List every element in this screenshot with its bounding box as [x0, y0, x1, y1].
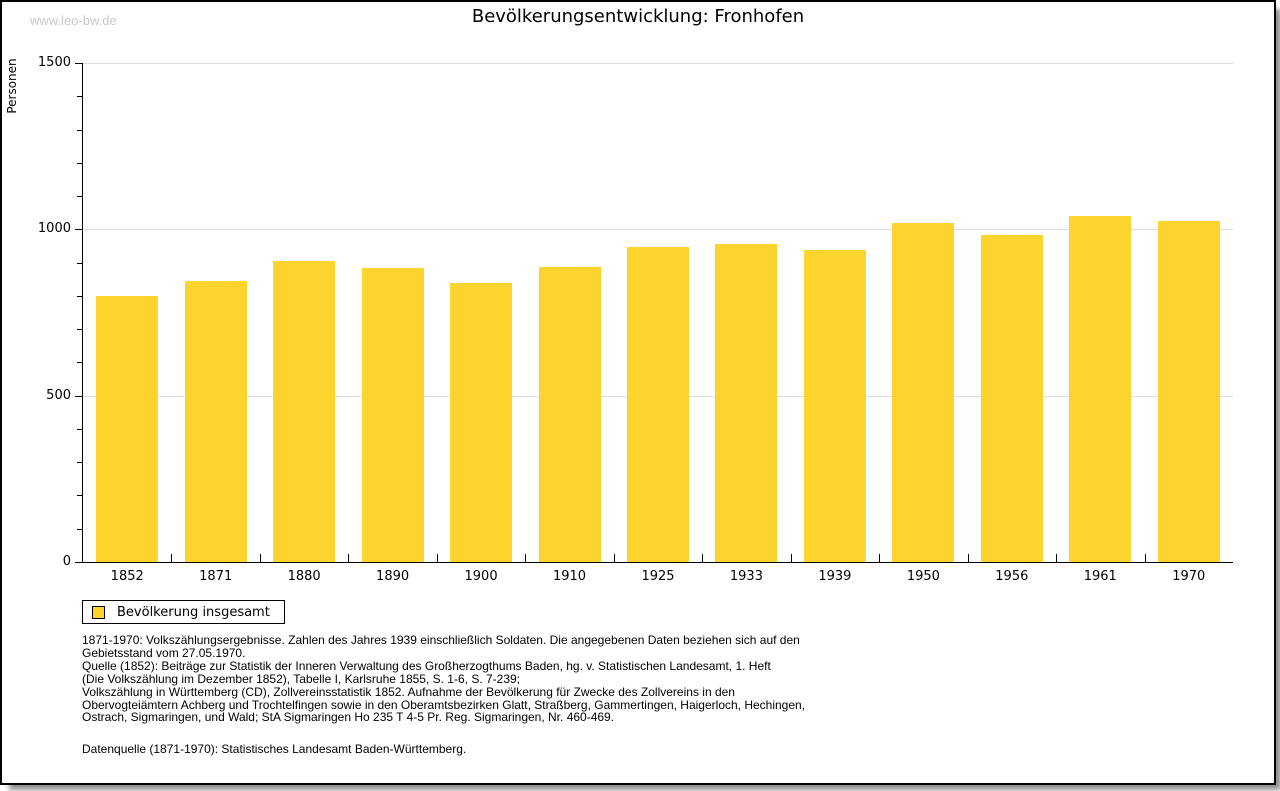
bar-1956	[980, 235, 1043, 562]
y-minor-tick	[77, 462, 83, 464]
bar-1880	[273, 260, 336, 562]
x-tick	[1056, 554, 1058, 562]
x-tick	[1144, 554, 1146, 562]
y-tick-label-1000: 1000	[37, 221, 71, 237]
bar-1890	[361, 267, 424, 562]
y-minor-tick	[77, 129, 83, 131]
footnote-text: 1871-1970: Volkszählungsergebnisse. Zahl…	[82, 634, 912, 724]
x-tick	[436, 554, 438, 562]
x-tick	[702, 554, 704, 562]
x-tick-label-1939: 1939	[818, 569, 852, 584]
x-tick-label-1961: 1961	[1083, 569, 1117, 584]
plot-area: 0 500 1000 1500 1852 1871 1880 1890 1900 1910 1925…	[38, 55, 1233, 584]
x-tick	[790, 554, 792, 562]
legend-swatch-icon	[92, 605, 105, 619]
y-minor-tick	[77, 262, 83, 264]
x-tick-label-1950: 1950	[906, 569, 940, 584]
bar-1939	[803, 249, 866, 562]
gridline-1000	[83, 229, 1233, 231]
bar-1961	[1069, 216, 1132, 562]
y-major-tick-0	[75, 562, 83, 563]
watermark-url: www.leo-bw.de	[30, 13, 117, 28]
footnote-line: 1871-1970: Volkszählungsergebnisse. Zahl…	[82, 633, 800, 647]
y-major-tick-500	[75, 395, 83, 397]
bar-1970	[1157, 220, 1220, 562]
x-tick-label-1933: 1933	[729, 569, 763, 584]
footnote-line: Obervogteiämtern Achberg und Trochtelfin…	[82, 697, 806, 712]
datasource-line: Datenquelle (1871-1970): Statistisches L…	[82, 742, 467, 756]
x-tick-label-1910: 1910	[552, 569, 587, 584]
x-tick	[879, 554, 881, 562]
bar-1925	[627, 246, 689, 562]
bar-1852	[96, 295, 159, 562]
y-major-tick-1000	[75, 229, 83, 231]
y-tick-label-500: 500	[46, 387, 71, 403]
gridline-1500	[83, 63, 1233, 64]
x-tick-label-1925: 1925	[641, 569, 675, 584]
x-tick	[613, 554, 615, 562]
x-tick	[171, 554, 173, 562]
y-minor-tick	[77, 528, 83, 530]
footnote-line: (Die Volkszählung im Dezember 1852), Tab…	[82, 671, 521, 686]
y-minor-tick	[77, 162, 83, 164]
y-minor-tick	[77, 428, 83, 430]
x-tick-label-1871: 1871	[199, 569, 233, 584]
x-tick	[967, 554, 969, 562]
footnote-line: Quelle (1852): Beiträge zur Statistik de…	[82, 658, 771, 673]
x-tick-label-1890: 1890	[376, 569, 410, 584]
x-tick-label-1956: 1956	[995, 569, 1029, 584]
y-tick-label-0: 0	[62, 554, 71, 569]
bar-1933	[715, 243, 778, 562]
x-tick-label-1900: 1900	[464, 569, 498, 584]
footnote-line: Gebietsstand vom 27.05.1970.	[82, 645, 246, 660]
x-tick	[525, 554, 527, 562]
y-minor-tick	[77, 295, 83, 297]
legend-label: Bevölkerung insgesamt	[117, 604, 270, 620]
y-tick-label-1500: 1500	[37, 55, 71, 70]
footnote-line: Ostrach, Sigmaringen, und Wald; StA Sigm…	[82, 710, 615, 725]
footnote-line: Volkszählung in Württemberg (CD), Zollve…	[82, 684, 735, 699]
legend-box: Bevölkerung insgesamt	[82, 600, 285, 624]
y-major-tick-1500	[75, 63, 83, 64]
y-minor-tick	[77, 96, 83, 98]
bar-1871	[184, 280, 247, 562]
x-tick	[348, 554, 350, 562]
x-tick	[259, 554, 261, 562]
x-tick-label-1970: 1970	[1172, 569, 1206, 584]
bar-1950	[892, 222, 955, 562]
y-minor-tick	[77, 329, 83, 331]
x-tick-label-1852: 1852	[110, 569, 144, 584]
bar-1910	[538, 266, 601, 562]
y-minor-tick	[77, 495, 83, 497]
chart-title: Bevölkerungsentwicklung: Fronhofen	[471, 6, 805, 27]
y-minor-tick	[77, 362, 83, 364]
x-tick-label-1880: 1880	[287, 569, 321, 584]
bar-1900	[450, 283, 513, 562]
y-minor-tick	[77, 196, 83, 198]
